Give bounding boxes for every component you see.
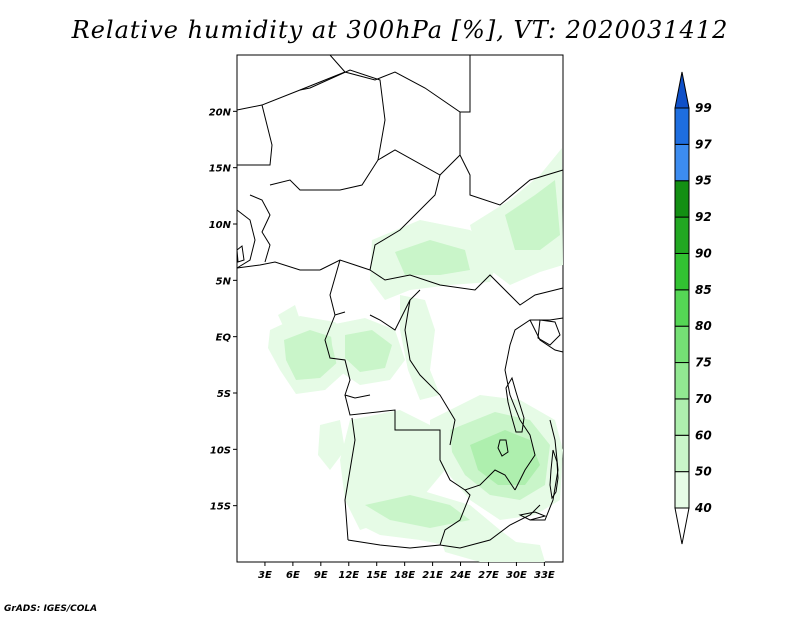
border-23: [530, 419, 559, 521]
x-tick-label: 9E: [314, 570, 328, 581]
colorbar-box: [674, 107, 690, 145]
map-title: Relative humidity at 300hPa [%], VT: 202…: [71, 16, 729, 44]
y-tick-label: 10N: [209, 220, 232, 231]
border-2: [236, 104, 263, 111]
colorbar-label: 92: [695, 210, 712, 224]
x-tick-label: 24E: [450, 570, 471, 581]
lake-volta: [236, 245, 245, 263]
x-tick-label: 30E: [506, 570, 527, 581]
y-tick-label: 15S: [210, 502, 231, 513]
lake-victoria: [537, 319, 561, 346]
colorbar-box: [674, 434, 690, 473]
humidity-region-15: [440, 538, 545, 562]
humidity-region-17: [278, 305, 300, 330]
y-tick-label: 5N: [216, 276, 232, 287]
colorbar-box: [674, 398, 690, 436]
colorbar-label: 85: [695, 283, 712, 297]
colorbar-label: 50: [695, 465, 712, 479]
border-21: [236, 209, 256, 269]
border-1: [237, 71, 346, 166]
colorbar-label: 97: [695, 137, 712, 151]
x-tick-label: 6E: [286, 570, 300, 581]
x-tick-label: 21E: [422, 570, 443, 581]
x-tick-label: 15E: [366, 570, 387, 581]
colorbar-box: [674, 362, 690, 400]
border-5: [459, 154, 564, 206]
border-17: [514, 419, 536, 491]
colorbar-box: [674, 471, 690, 509]
border-7: [369, 269, 564, 306]
lakes: [236, 245, 561, 521]
colorbar-label: 70: [695, 392, 712, 406]
x-tick-label: 18E: [394, 570, 415, 581]
x-tick-label: 27E: [478, 570, 499, 581]
y-tick-label: 15N: [209, 164, 232, 175]
border-6: [369, 174, 441, 271]
grads-credit: GrADS: IGES/COLA: [4, 604, 98, 614]
border-12: [404, 299, 456, 446]
lake-tanganyika: [505, 376, 525, 433]
colorbar-box: [674, 180, 690, 218]
border-11: [369, 289, 421, 331]
humidity-region-11: [470, 430, 540, 485]
x-tick-label: 33E: [534, 570, 555, 581]
x-tick-label: 12E: [338, 570, 359, 581]
lake-malawi: [549, 449, 559, 500]
colorbar-box: [674, 289, 690, 327]
colorbar-box: [674, 325, 690, 364]
border-13: [344, 394, 516, 491]
humidity-region-16: [318, 420, 345, 470]
colorbar-label: 99: [695, 101, 712, 115]
humidity-region-7: [505, 180, 560, 250]
border-22: [249, 194, 271, 263]
colorbar-label: 75: [695, 356, 712, 370]
colorbar-label: 80: [695, 319, 712, 333]
y-tick-label: 10S: [210, 445, 231, 456]
colorbar-label: 40: [694, 501, 712, 515]
lake-mweru: [497, 439, 509, 457]
y-tick-label: 20N: [209, 107, 232, 118]
colorbar-upper-triangle: [674, 71, 690, 109]
colorbar-label: 95: [695, 174, 712, 188]
border-14: [347, 489, 471, 549]
x-tick-label: 3E: [258, 570, 272, 581]
lake-kariba: [518, 511, 547, 521]
humidity-region-3: [345, 330, 392, 372]
border-15: [344, 417, 356, 541]
colorbar-box: [674, 143, 690, 182]
border-16: [439, 504, 541, 549]
border-19: [529, 319, 564, 353]
humidity-region-14: [365, 495, 470, 528]
y-tick-label: 5S: [217, 389, 231, 400]
humidity-region-8: [400, 295, 440, 400]
border-8: [319, 259, 371, 271]
border-0: [237, 54, 471, 113]
colorbar-label: 90: [695, 246, 712, 260]
border-10: [324, 314, 371, 399]
border-20: [236, 261, 320, 271]
colorbar-box: [674, 216, 690, 254]
longitude-axis: 3E 6E 9E 12E 15E 18E 21E 24E 27E 30E 33E: [258, 562, 555, 581]
border-18: [504, 317, 564, 421]
colorbar-lower-triangle: [674, 507, 690, 545]
colorbar: 40 50 60 70 75 80 85 90 92 95 97 99: [674, 71, 712, 545]
latitude-axis: 20N 15N 10N 5N EQ 5S 10S 15S: [209, 107, 237, 513]
colorbar-box: [674, 252, 690, 291]
country-borders: [236, 54, 564, 549]
y-tick-label: EQ: [216, 333, 232, 344]
colorbar-label: 60: [695, 428, 712, 442]
humidity-region-5: [395, 240, 470, 275]
border-9: [329, 259, 346, 316]
